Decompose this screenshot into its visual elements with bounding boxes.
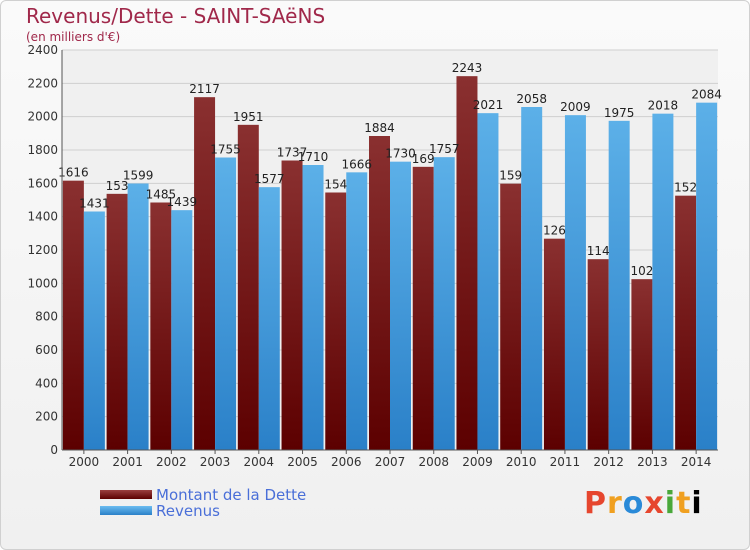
data-label-dette-2004: 1951 (233, 110, 264, 124)
bar-revenus-2014 (696, 102, 718, 451)
y-tick-label: 1000 (27, 276, 58, 290)
bar-revenus-2002 (171, 210, 193, 450)
bar-dette-2014 (675, 195, 697, 450)
bar-dette-2001 (106, 193, 128, 451)
x-tick-label-2005: 2005 (287, 455, 318, 469)
y-tick-label: 600 (35, 343, 58, 357)
data-label-revenus-2001: 1599 (123, 169, 154, 183)
bar-dette-2008 (412, 166, 434, 451)
bar-dette-2012 (587, 259, 609, 450)
data-label-revenus-2003: 1755 (210, 143, 241, 157)
bar-dette-2007 (369, 136, 390, 450)
bar-dette-2013 (631, 279, 653, 450)
legend-label-revenus: Revenus (156, 502, 220, 520)
x-tick-label-2014: 2014 (681, 455, 712, 469)
y-tick-label: 1200 (27, 243, 58, 257)
data-label-dette-2006: 154 (324, 178, 347, 192)
data-label-dette-2011: 126 (543, 224, 566, 238)
data-label-dette-2009: 2243 (452, 61, 483, 75)
data-label-dette-2005: 1737 (277, 146, 308, 160)
data-label-dette-2013: 102 (630, 264, 653, 278)
bar-revenus-2000 (83, 211, 105, 450)
x-tick-label-2000: 2000 (69, 455, 100, 469)
x-tick-label-2006: 2006 (331, 455, 362, 469)
bar-dette-2011 (543, 238, 565, 450)
bar-revenus-2006 (346, 172, 368, 451)
bar-revenus-2007 (390, 161, 411, 450)
bar-dette-2005 (281, 160, 303, 450)
data-label-revenus-2013: 2018 (648, 99, 679, 113)
data-label-revenus-2004: 1577 (254, 172, 285, 186)
x-tick-label-2003: 2003 (200, 455, 231, 469)
data-label-revenus-2005: 1710 (298, 150, 329, 164)
x-tick-label-2007: 2007 (375, 455, 406, 469)
legend-label-dette: Montant de la Dette (156, 486, 307, 504)
data-label-dette-2014: 152 (674, 181, 697, 195)
x-tick-label-2004: 2004 (244, 455, 275, 469)
y-tick-label: 800 (35, 310, 58, 324)
data-label-dette-2007: 1884 (364, 121, 395, 135)
x-tick-label-2013: 2013 (637, 455, 668, 469)
data-label-dette-2008: 169 (412, 152, 435, 166)
x-tick-label-2011: 2011 (550, 455, 581, 469)
data-label-revenus-2000: 1431 (79, 197, 110, 211)
bar-revenus-2001 (127, 183, 149, 450)
bar-dette-2000 (62, 180, 84, 450)
data-label-revenus-2012: 1975 (604, 106, 635, 120)
legend-swatch-dette (100, 490, 152, 499)
y-tick-label: 2400 (27, 43, 58, 57)
x-tick-label-2008: 2008 (418, 455, 449, 469)
bar-revenus-2010 (521, 107, 543, 450)
bar-dette-2003 (194, 97, 216, 451)
legend-swatch-revenus (100, 506, 152, 515)
y-tick-label: 2200 (27, 76, 58, 90)
data-label-revenus-2008: 1757 (429, 142, 460, 156)
data-label-dette-2010: 159 (499, 169, 522, 183)
bar-revenus-2003 (215, 157, 237, 450)
x-tick-label-2010: 2010 (506, 455, 537, 469)
y-tick-label: 1400 (27, 210, 58, 224)
x-tick-label-2002: 2002 (156, 455, 187, 469)
bar-revenus-2011 (564, 115, 586, 451)
bar-dette-2006 (325, 192, 347, 450)
y-tick-label: 0 (50, 443, 58, 457)
bar-revenus-2012 (608, 120, 630, 450)
data-label-revenus-2010: 2058 (516, 92, 547, 106)
chart-subtitle: (en milliers d'€) (26, 30, 121, 44)
bar-revenus-2013 (652, 113, 674, 451)
data-label-dette-2012: 114 (587, 244, 610, 258)
bar-dette-2009 (456, 76, 478, 451)
bar-dette-2004 (237, 124, 259, 450)
chart-title: Revenus/Dette - SAINT-SAëNS (26, 4, 326, 28)
x-tick-label-2001: 2001 (112, 455, 143, 469)
y-tick-label: 2000 (27, 110, 58, 124)
data-label-revenus-2014: 2084 (691, 88, 722, 102)
data-label-revenus-2009: 2021 (473, 98, 504, 112)
data-label-dette-2002: 1485 (146, 188, 177, 202)
data-label-revenus-2006: 1666 (341, 157, 372, 171)
bar-revenus-2005 (302, 165, 324, 450)
bar-revenus-2008 (433, 157, 455, 450)
data-label-dette-2000: 1616 (58, 166, 89, 180)
bar-dette-2010 (500, 183, 522, 450)
y-tick-label: 1600 (27, 176, 58, 190)
y-tick-label: 400 (35, 376, 58, 390)
data-label-revenus-2007: 1730 (385, 147, 416, 161)
bar-revenus-2004 (258, 187, 280, 450)
bar-revenus-2009 (477, 113, 499, 451)
x-tick-label-2009: 2009 (462, 455, 493, 469)
bar-dette-2002 (150, 202, 172, 450)
y-tick-label: 200 (35, 410, 58, 424)
y-tick-label: 1800 (27, 143, 58, 157)
data-label-dette-2001: 153 (106, 179, 129, 193)
x-tick-label-2012: 2012 (593, 455, 624, 469)
data-label-dette-2003: 2117 (189, 82, 220, 96)
proxiti-logo: Proxiti (584, 486, 703, 521)
data-label-revenus-2002: 1439 (167, 195, 198, 209)
data-label-revenus-2011: 2009 (560, 100, 591, 114)
